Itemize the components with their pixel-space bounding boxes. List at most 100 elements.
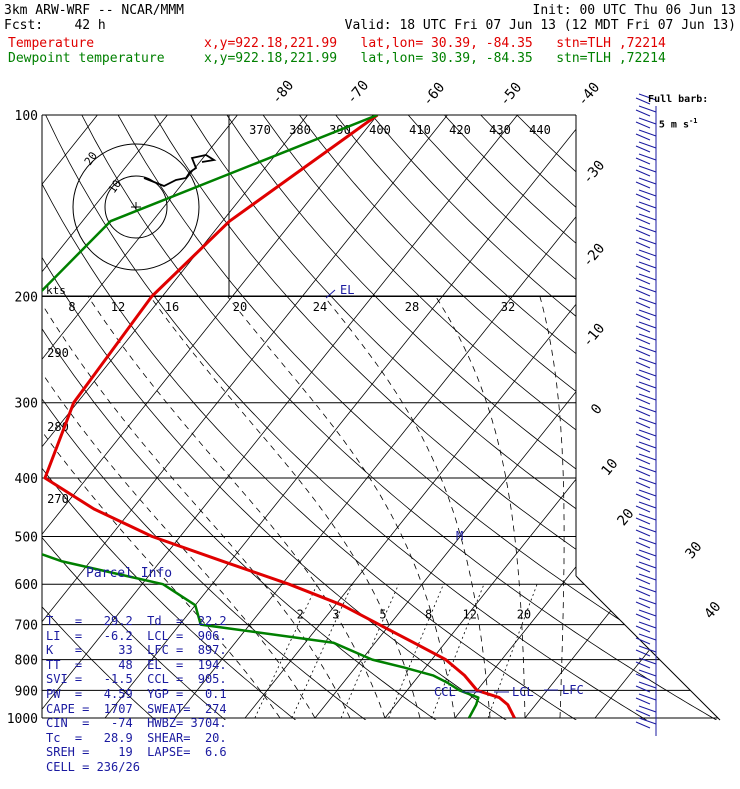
wind-barb (638, 453, 657, 461)
wind-barb (638, 597, 657, 605)
isotherm-label: 20 (614, 506, 637, 529)
wind-barb (638, 681, 657, 689)
hodograph-ring (72, 143, 200, 271)
wind-barb (635, 397, 651, 405)
wind-barb (638, 117, 657, 125)
wind-barb (635, 685, 651, 693)
wind-barb (635, 313, 651, 321)
wind-barb (638, 657, 657, 665)
wind-barb (638, 345, 657, 353)
wind-barb (638, 525, 657, 533)
wind-barb (638, 537, 657, 545)
hodograph-trace (143, 154, 217, 187)
wind-barb (638, 669, 657, 677)
moist-adiabat (149, 296, 421, 719)
wind-barb (638, 321, 657, 329)
pressure-label: 100 (15, 109, 38, 124)
wind-barb (635, 253, 651, 261)
wind-barb (635, 289, 651, 297)
wind-barb (638, 717, 657, 725)
moist-adiabat (435, 296, 526, 718)
isotherm-label: -60 (420, 80, 449, 110)
parcel-info-row: CELL = 236/26 (46, 759, 140, 774)
temperature-location: x,y=922.18,221.99 lat,lon= 30.39, -84.35… (204, 36, 666, 51)
wind-barb (638, 489, 657, 497)
wind-barb (635, 697, 651, 705)
plot-border-skew (575, 575, 721, 721)
wind-barb (635, 409, 651, 417)
wind-barb (635, 517, 651, 525)
moist-adiabat (42, 296, 281, 719)
lcl-label: LCL (512, 685, 534, 699)
isotherm-line (524, 115, 720, 719)
wind-barb (635, 661, 651, 669)
wind-barb (638, 177, 657, 185)
isotherm-line (174, 115, 658, 719)
moist-adiabat (323, 296, 491, 719)
wind-barb (638, 225, 657, 233)
mixing-ratio-label: 5 (379, 608, 386, 622)
dry-adiabat (42, 115, 523, 720)
isotherm-line (42, 115, 168, 719)
theta-e-label: 270 (47, 492, 69, 506)
mixing-ratio-line (254, 584, 318, 719)
wind-barb (635, 109, 651, 117)
forecast-hour: Fcst: 42 h (4, 18, 106, 33)
wind-barb (638, 297, 657, 305)
wind-barb (635, 265, 651, 273)
wind-barb (638, 393, 657, 401)
dry-adiabat (42, 115, 168, 720)
dry-adiabat (42, 115, 310, 720)
dry-adiabat (117, 115, 720, 720)
wind-barb (638, 585, 657, 593)
wind-barb (638, 633, 657, 641)
dry-adiabat (42, 115, 594, 720)
wind-barb (635, 157, 651, 165)
wind-barb (638, 309, 657, 317)
mixing-ratio-line (291, 584, 353, 719)
el-marker (325, 289, 336, 299)
theta-label: 420 (449, 123, 471, 137)
moist-adiabat (539, 296, 565, 718)
wind-barb (635, 277, 651, 285)
wind-barb (638, 549, 657, 557)
wind-barb (638, 201, 657, 209)
wind-barb (635, 133, 651, 141)
mixing-ratio-label: 3 (332, 608, 339, 622)
wind-barb (635, 241, 651, 249)
isotherm-label: 40 (701, 599, 724, 622)
wind-barb (635, 565, 651, 573)
pressure-label: 800 (15, 654, 38, 669)
dry-adiabat (299, 115, 720, 720)
dry-adiabat (516, 115, 720, 720)
hodograph-scale-label: 16 (165, 300, 179, 314)
wind-barb (635, 541, 651, 549)
wind-barb (635, 193, 651, 201)
isotherm-label: 0 (588, 401, 606, 418)
wind-barb (635, 649, 651, 657)
wind-barb (635, 205, 651, 213)
wind-barb (638, 441, 657, 449)
wind-barb (638, 369, 657, 377)
isotherm-label: -40 (575, 80, 604, 110)
parcel-info-row: Tc = 28.9 SHEAR= 20. (46, 730, 227, 745)
wind-barb (638, 381, 657, 389)
isotherm-label: -10 (580, 321, 609, 351)
theta-label: 370 (249, 123, 271, 137)
isotherm-label: -80 (269, 78, 298, 108)
wind-barb (635, 349, 651, 357)
theta-label: 440 (529, 123, 551, 137)
wind-barb (638, 105, 657, 113)
isotherm-label: -20 (580, 241, 609, 271)
model-title: 3km ARW-WRF -- NCAR/MMM (4, 3, 185, 18)
wind-barb (638, 501, 657, 509)
ccl-label: CCL (434, 685, 456, 699)
parcel-info-row: K = 33 LFC = 897. (46, 643, 227, 658)
wind-barb (638, 705, 657, 713)
wind-barb (638, 465, 657, 473)
isotherm-line (42, 115, 308, 719)
barb-note-exponent: -1 (688, 117, 698, 125)
parcel-info-row: T = 29.2 Td = 22.2 (46, 613, 227, 628)
wind-barb (638, 237, 657, 245)
